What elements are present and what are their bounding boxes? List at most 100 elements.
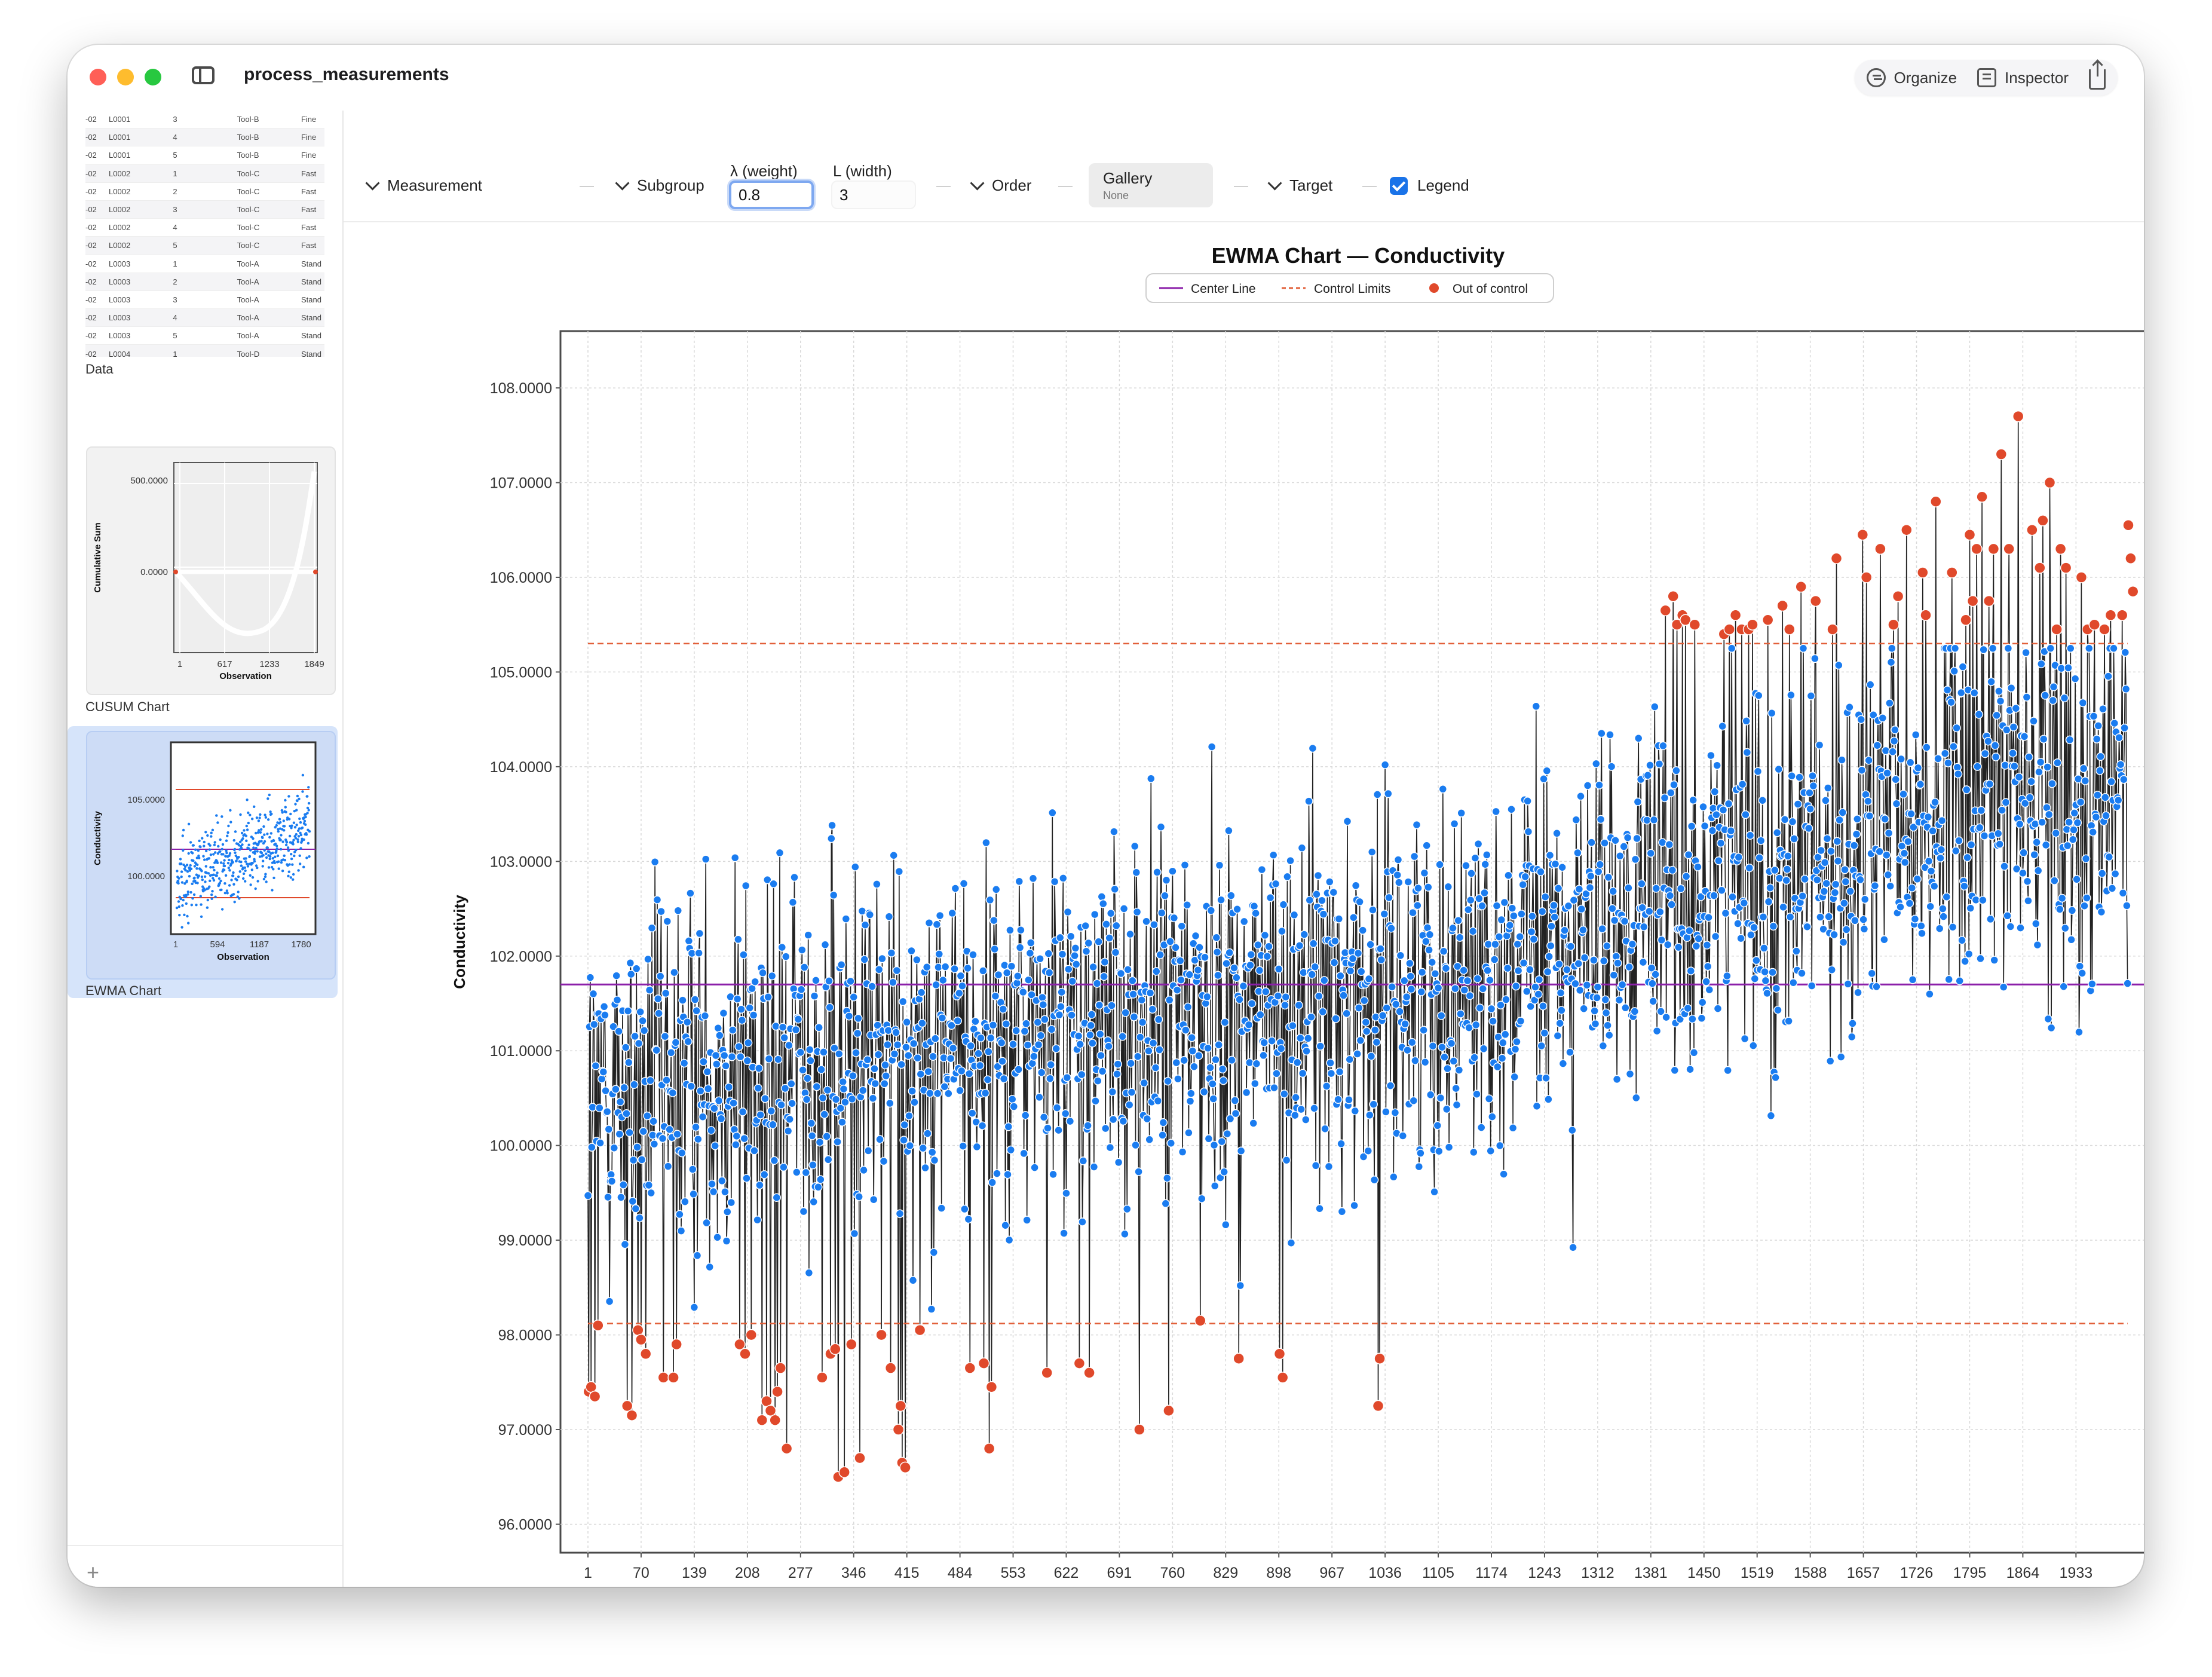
out-of-control-point bbox=[1689, 619, 1701, 631]
data-point bbox=[1809, 781, 1818, 791]
share-button[interactable] bbox=[2089, 61, 2106, 90]
data-point bbox=[1494, 932, 1504, 941]
data-point bbox=[2088, 828, 2097, 837]
data-point bbox=[643, 1111, 652, 1121]
data-point bbox=[1065, 1116, 1075, 1126]
measurement-dropdown[interactable]: Measurement bbox=[365, 176, 482, 195]
data-point bbox=[1824, 784, 1833, 792]
minimize-window-button[interactable] bbox=[117, 69, 134, 85]
ewma-thumb-point bbox=[183, 913, 186, 916]
organize-button[interactable]: Organize bbox=[1866, 68, 1957, 87]
data-point bbox=[721, 1188, 730, 1196]
data-point bbox=[820, 1110, 829, 1119]
ewma-thumb-point bbox=[288, 834, 292, 838]
data-point bbox=[1992, 752, 2000, 761]
ewma-thumb-point bbox=[186, 890, 189, 893]
ewma-thumb-point bbox=[244, 880, 247, 883]
data-point bbox=[790, 873, 799, 882]
data-point bbox=[878, 954, 887, 963]
legend-out-of-control-label: Out of control bbox=[1453, 282, 1528, 296]
data-point bbox=[1779, 902, 1788, 912]
data-point bbox=[1609, 887, 1617, 896]
gallery-selector[interactable]: Gallery None bbox=[1089, 163, 1213, 207]
ewma-thumb-point bbox=[214, 895, 217, 898]
subgroup-dropdown[interactable]: Subgroup bbox=[615, 176, 704, 195]
data-point bbox=[1179, 1055, 1188, 1065]
ewma-thumb-point bbox=[294, 803, 297, 806]
data-point bbox=[1230, 1096, 1240, 1105]
sidebar-item-ewma-chart[interactable]: EWMA Chart bbox=[85, 983, 162, 998]
out-of-control-point bbox=[892, 1424, 905, 1436]
sidebar-toggle-icon[interactable] bbox=[192, 66, 215, 84]
data-point bbox=[666, 1048, 676, 1057]
data-point bbox=[1110, 827, 1119, 836]
data-point bbox=[1303, 1034, 1313, 1043]
ewma-thumb-point bbox=[243, 866, 246, 869]
data-point bbox=[1896, 902, 1905, 911]
data-point bbox=[1598, 924, 1607, 934]
data-point bbox=[1483, 966, 1492, 975]
data-point bbox=[763, 875, 772, 885]
x-axis-title: Observation bbox=[1313, 1585, 1404, 1587]
table-cell: Fine bbox=[301, 133, 317, 142]
ewma-thumb-point bbox=[249, 874, 252, 877]
close-window-button[interactable] bbox=[90, 69, 106, 85]
data-point bbox=[900, 1120, 909, 1130]
data-point bbox=[750, 977, 759, 986]
x-tick-label: 1 bbox=[584, 1565, 592, 1581]
data-point bbox=[1239, 981, 1248, 991]
data-table-thumbnail[interactable]: -02 L0001 3 Tool-B Fine -02 L0001 4 Tool-B Fine -0… bbox=[85, 111, 324, 357]
order-dropdown[interactable]: Order bbox=[970, 176, 1031, 195]
data-point bbox=[1165, 996, 1174, 1005]
data-point bbox=[839, 1084, 848, 1094]
data-point bbox=[1062, 1073, 1072, 1082]
data-point bbox=[1049, 1170, 1058, 1179]
out-of-control-point bbox=[1901, 524, 1913, 536]
ewma-thumb-point bbox=[296, 794, 299, 798]
table-cell: Tool-B bbox=[237, 151, 259, 160]
data-point bbox=[1339, 991, 1348, 1000]
data-point bbox=[740, 1134, 749, 1143]
data-point bbox=[1953, 769, 1963, 779]
cusum-chart-thumbnail[interactable]: 500.0000 0.0000 1 617 1233 1849 Observation Cum… bbox=[86, 446, 336, 695]
x-tick-label: 484 bbox=[948, 1565, 973, 1581]
data-point bbox=[1402, 992, 1411, 1002]
x-tick-label: 415 bbox=[894, 1565, 920, 1581]
inspector-button[interactable]: Inspector bbox=[1977, 68, 2069, 87]
ewma-thumb-point bbox=[229, 809, 232, 812]
data-point bbox=[700, 1011, 710, 1020]
data-point bbox=[860, 955, 869, 964]
data-point bbox=[1821, 796, 1830, 805]
data-point bbox=[1086, 1030, 1095, 1039]
lambda-input[interactable]: 0.8 bbox=[729, 180, 814, 209]
data-point bbox=[1580, 953, 1589, 962]
data-point bbox=[1326, 1058, 1335, 1067]
data-point bbox=[709, 1187, 718, 1196]
zoom-window-button[interactable] bbox=[145, 69, 161, 85]
sidebar-item-data[interactable]: Data bbox=[85, 362, 114, 377]
ewma-thumb-point bbox=[199, 895, 202, 898]
ewma-chart-thumbnail[interactable]: 105.0000 100.0000 1 594 1187 1780 Observation C… bbox=[86, 731, 336, 980]
l-width-input[interactable]: 3 bbox=[831, 180, 916, 209]
ewma-thumb-point bbox=[225, 851, 228, 855]
data-point bbox=[897, 1060, 906, 1069]
target-dropdown[interactable]: Target bbox=[1267, 176, 1332, 195]
ewma-thumb-point bbox=[219, 861, 223, 864]
legend-toggle[interactable]: Legend bbox=[1390, 176, 1469, 195]
series-line bbox=[587, 416, 2128, 1477]
data-point bbox=[1433, 983, 1443, 993]
data-point bbox=[1009, 1102, 1019, 1111]
data-point bbox=[1937, 845, 1946, 854]
data-point bbox=[1831, 880, 1840, 889]
data-point bbox=[875, 1135, 884, 1144]
data-point bbox=[1755, 853, 1764, 862]
add-sheet-button[interactable]: + bbox=[87, 1560, 100, 1584]
sidebar-item-cusum-chart[interactable]: CUSUM Chart bbox=[85, 699, 170, 714]
ewma-thumb-point bbox=[218, 882, 222, 885]
data-point bbox=[1985, 779, 1995, 789]
data-point bbox=[1307, 970, 1316, 979]
chevron-down-icon bbox=[365, 176, 380, 191]
data-point bbox=[1692, 941, 1701, 951]
data-point bbox=[1259, 1051, 1268, 1060]
legend-checkbox[interactable] bbox=[1390, 176, 1408, 195]
